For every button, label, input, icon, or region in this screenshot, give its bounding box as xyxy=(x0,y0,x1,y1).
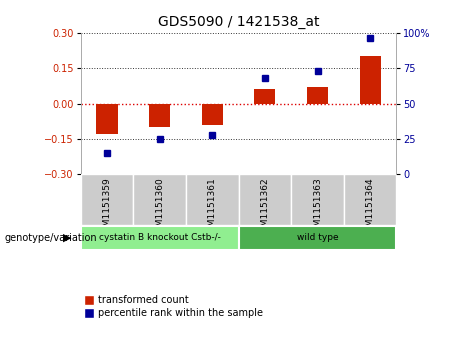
Text: GSM1151362: GSM1151362 xyxy=(260,177,269,238)
FancyBboxPatch shape xyxy=(81,175,133,225)
Bar xyxy=(307,87,328,103)
Bar xyxy=(96,103,118,134)
Bar xyxy=(254,89,275,103)
FancyBboxPatch shape xyxy=(133,175,186,225)
FancyBboxPatch shape xyxy=(239,175,291,225)
Legend: transformed count, percentile rank within the sample: transformed count, percentile rank withi… xyxy=(86,295,263,318)
FancyBboxPatch shape xyxy=(186,175,239,225)
Title: GDS5090 / 1421538_at: GDS5090 / 1421538_at xyxy=(158,15,319,29)
FancyBboxPatch shape xyxy=(239,225,396,250)
Bar xyxy=(202,103,223,125)
FancyBboxPatch shape xyxy=(344,175,396,225)
Text: GSM1151363: GSM1151363 xyxy=(313,177,322,238)
Text: wild type: wild type xyxy=(297,233,338,242)
Text: GSM1151359: GSM1151359 xyxy=(102,177,112,238)
Text: genotype/variation: genotype/variation xyxy=(5,233,97,243)
Text: GSM1151361: GSM1151361 xyxy=(208,177,217,238)
FancyBboxPatch shape xyxy=(81,225,239,250)
FancyBboxPatch shape xyxy=(291,175,344,225)
Bar xyxy=(149,103,170,127)
Text: GSM1151360: GSM1151360 xyxy=(155,177,164,238)
Text: ▶: ▶ xyxy=(63,233,71,243)
Text: cystatin B knockout Cstb-/-: cystatin B knockout Cstb-/- xyxy=(99,233,220,242)
Bar xyxy=(360,56,381,103)
Text: GSM1151364: GSM1151364 xyxy=(366,177,375,238)
